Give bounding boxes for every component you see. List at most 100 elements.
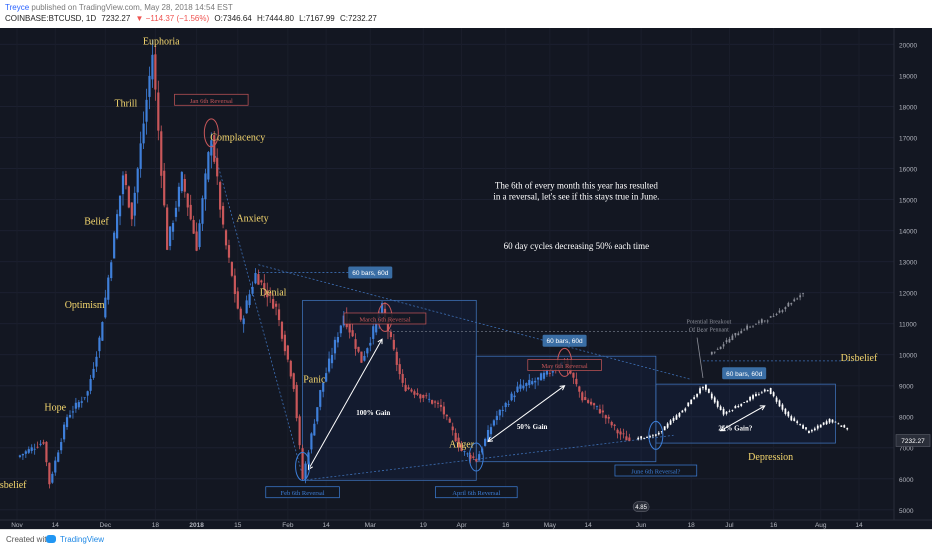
publish-info: Treyce published on TradingView.com, May… [5, 3, 233, 12]
candle-body [613, 424, 616, 426]
candle-body [163, 170, 166, 206]
candle-body [183, 179, 186, 192]
bull-projection-candle-body [766, 320, 769, 322]
range-badge: 60 bars, 60d [352, 270, 389, 277]
candle-body [619, 431, 622, 435]
candle-body [472, 456, 475, 458]
y-tick-label: 5000 [899, 508, 914, 515]
candle-body [48, 462, 51, 485]
bull-projection-candle-body [740, 330, 743, 334]
candle-body [598, 409, 602, 414]
projection-candle-body [722, 408, 725, 415]
candle-body [24, 451, 27, 454]
candle-body [360, 351, 363, 363]
candle-body [575, 378, 578, 385]
projection-candle-body [725, 411, 728, 414]
x-tick-label: Jun [636, 522, 647, 529]
projection-candle-body [710, 393, 713, 399]
x-tick-label: 16 [502, 522, 510, 529]
candle-body [327, 358, 331, 372]
symbol-label[interactable]: COINBASE:BTCUSD, 1D [5, 14, 97, 23]
y-tick-label: 18000 [899, 104, 917, 111]
bull-projection-candle-body [787, 302, 790, 307]
projection-candle-body [810, 430, 813, 432]
candle-body [45, 441, 48, 463]
projection-candle-body [740, 403, 743, 407]
projection-candle-body [831, 419, 834, 423]
phase-label-complacency: Complacency [210, 133, 265, 144]
candle-body [269, 292, 272, 295]
x-tick-label: Dec [100, 522, 112, 529]
candle-body [522, 385, 525, 389]
candle-body [516, 386, 519, 393]
candle-body [610, 422, 613, 426]
breakout-note: Of Bear Pennant [689, 326, 729, 333]
candle-body [413, 391, 416, 395]
projection-candle-body [731, 409, 734, 411]
candle-body [139, 143, 142, 169]
y-tick-label: 16000 [899, 167, 917, 174]
x-tick-label: May [544, 522, 557, 529]
candle-body [528, 379, 531, 386]
ohlc-legend: COINBASE:BTCUSD, 1D 7232.27 ▼ −114.37 (−… [5, 14, 380, 23]
candle-body [416, 392, 419, 395]
tradingview-link[interactable]: TradingView [60, 535, 105, 544]
projection-candle-body [746, 400, 749, 403]
candle-body [195, 231, 198, 251]
range-boxes [302, 299, 836, 481]
candle-body [587, 400, 590, 403]
candle-body [351, 330, 354, 337]
candle-body [289, 360, 292, 377]
reversal-label-box [174, 93, 249, 106]
projection-candle-body [805, 427, 807, 430]
candle-body [548, 372, 551, 374]
candle-body [180, 172, 183, 192]
candle-body [54, 460, 57, 473]
projection-candle-body [790, 416, 793, 421]
candle-body [121, 175, 125, 195]
last-price-tag-label: 7232.27 [901, 438, 925, 445]
y-tick-label: 6000 [899, 477, 914, 484]
reversal-label-box [614, 464, 698, 477]
cycle-note: The 6th of every month this year has res… [495, 181, 658, 191]
y-tick-label: 13000 [899, 260, 917, 267]
candle-body [266, 290, 269, 298]
candle-body [224, 230, 228, 246]
candle-body [545, 369, 549, 375]
y-tick-label: 8000 [899, 415, 914, 422]
footer: Created with TradingView [0, 529, 932, 551]
x-tick-label: Apr [456, 522, 467, 529]
candle-body [210, 140, 213, 156]
candle-body [325, 373, 328, 382]
projection-candle-body [737, 405, 740, 408]
price-chart[interactable]: 5000 6000 7000 8000 9000 10000 11000 12000 13000… [0, 28, 932, 529]
x-tick-label: 15 [234, 522, 242, 529]
candle-body [115, 214, 119, 239]
bull-projection-candle-body [722, 344, 725, 347]
phase-label-denial: Denial [260, 288, 287, 299]
phase-label-anxiety: Anxiety [236, 213, 268, 224]
projection-candle-body [652, 435, 654, 437]
candle-body [221, 206, 225, 225]
candle-body [151, 54, 154, 80]
gain-arrow-head [559, 385, 566, 391]
candle-body [272, 299, 275, 309]
projection-candle-body [787, 411, 790, 417]
candle-body [380, 303, 384, 315]
candle-body [404, 384, 407, 392]
candle-body [448, 418, 451, 423]
y-tick-label: 19000 [899, 73, 917, 80]
author-link[interactable]: Treyce [5, 3, 30, 12]
projection-candle-body [643, 437, 645, 439]
reversal-label-box [435, 486, 518, 499]
y-tick-label: 9000 [899, 384, 914, 391]
bull-projection-candle-body [716, 348, 719, 350]
candle-body [375, 321, 378, 333]
candle-body [366, 348, 369, 354]
candle-body [389, 331, 392, 338]
candle-body [71, 411, 75, 413]
candle-body [27, 449, 30, 453]
candle-body [248, 294, 251, 306]
bull-projection-candle-body [790, 302, 793, 305]
last-price-tag [895, 434, 931, 447]
